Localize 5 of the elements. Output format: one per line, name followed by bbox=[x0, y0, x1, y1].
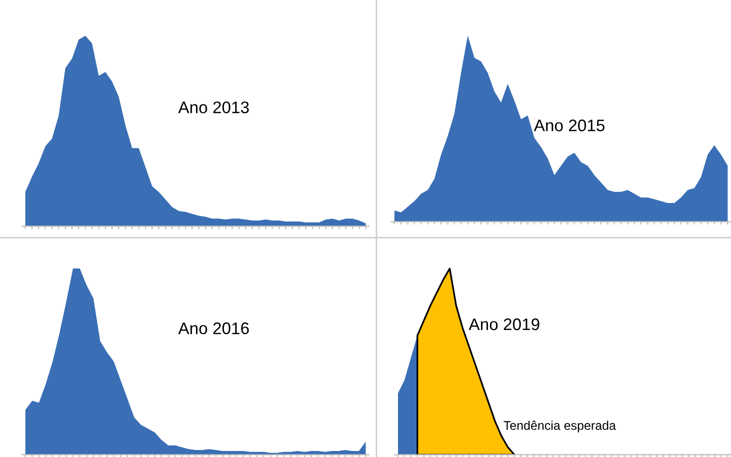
series-label: Tendência esperada bbox=[504, 420, 616, 432]
text: Ano 2015 bbox=[534, 120, 605, 132]
text: Ano 2016 bbox=[178, 322, 249, 334]
text: Ano 2013 bbox=[178, 101, 249, 114]
text: Ano 2019 bbox=[468, 318, 540, 330]
